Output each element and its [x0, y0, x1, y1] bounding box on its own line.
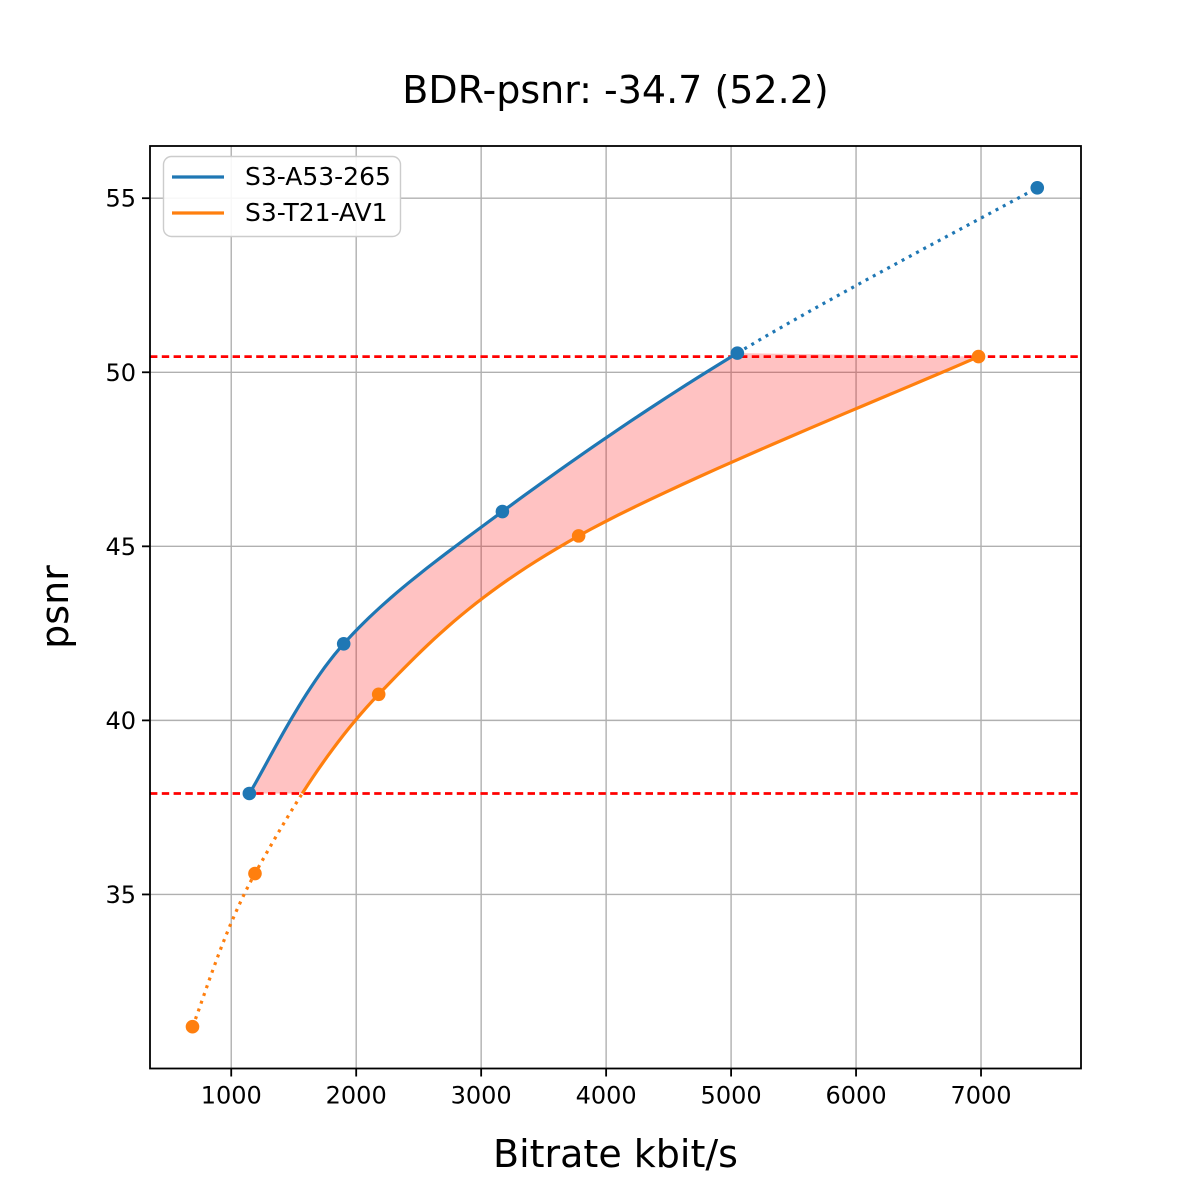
y-tick-label: 35 — [105, 881, 136, 909]
x-axis-label: Bitrate kbit/s — [493, 1132, 738, 1176]
x-tick-label: 1000 — [201, 1082, 262, 1110]
data-point-marker-S3-A53-265 — [242, 786, 257, 801]
data-point-marker-S3-A53-265 — [1030, 180, 1045, 195]
y-axis-label: psnr — [33, 565, 77, 649]
data-point-marker-S3-T21-AV1 — [248, 866, 262, 881]
legend-label: S3-A53-265 — [245, 162, 391, 191]
chart-title: BDR-psnr: -34.7 (52.2) — [402, 68, 829, 112]
data-point-marker-S3-T21-AV1 — [571, 529, 586, 543]
y-tick-label: 40 — [105, 707, 136, 735]
y-tick-label: 55 — [105, 185, 136, 213]
data-point-marker-S3-A53-265 — [730, 346, 745, 360]
data-point-marker-S3-A53-265 — [336, 637, 351, 651]
x-tick-label: 7000 — [950, 1082, 1011, 1110]
x-tick-label: 5000 — [701, 1082, 762, 1110]
series-line-dotted-S3-T21-AV1 — [191, 792, 304, 1028]
data-point-marker-S3-T21-AV1 — [371, 687, 386, 702]
series-line-dotted-S3-A53-265 — [736, 186, 1039, 355]
x-tick-label: 6000 — [826, 1082, 887, 1110]
data-point-marker-S3-A53-265 — [495, 504, 510, 519]
legend-label: S3-T21-AV1 — [245, 198, 388, 227]
y-tick-label: 50 — [105, 359, 136, 387]
data-point-marker-S3-T21-AV1 — [185, 1019, 200, 1034]
y-tick-label: 45 — [105, 533, 136, 561]
series-line-solid-S3-T21-AV1 — [300, 355, 980, 795]
plot-border — [149, 145, 1082, 1070]
x-tick-label: 3000 — [451, 1082, 512, 1110]
data-point-marker-S3-T21-AV1 — [971, 349, 986, 364]
series-line-solid-S3-A53-265 — [247, 351, 739, 795]
legend: S3-A53-265 S3-T21-AV1 — [162, 155, 402, 238]
bd-gap-fill-region — [249, 353, 979, 794]
x-tick-label: 2000 — [326, 1082, 387, 1110]
x-tick-label: 4000 — [576, 1082, 637, 1110]
